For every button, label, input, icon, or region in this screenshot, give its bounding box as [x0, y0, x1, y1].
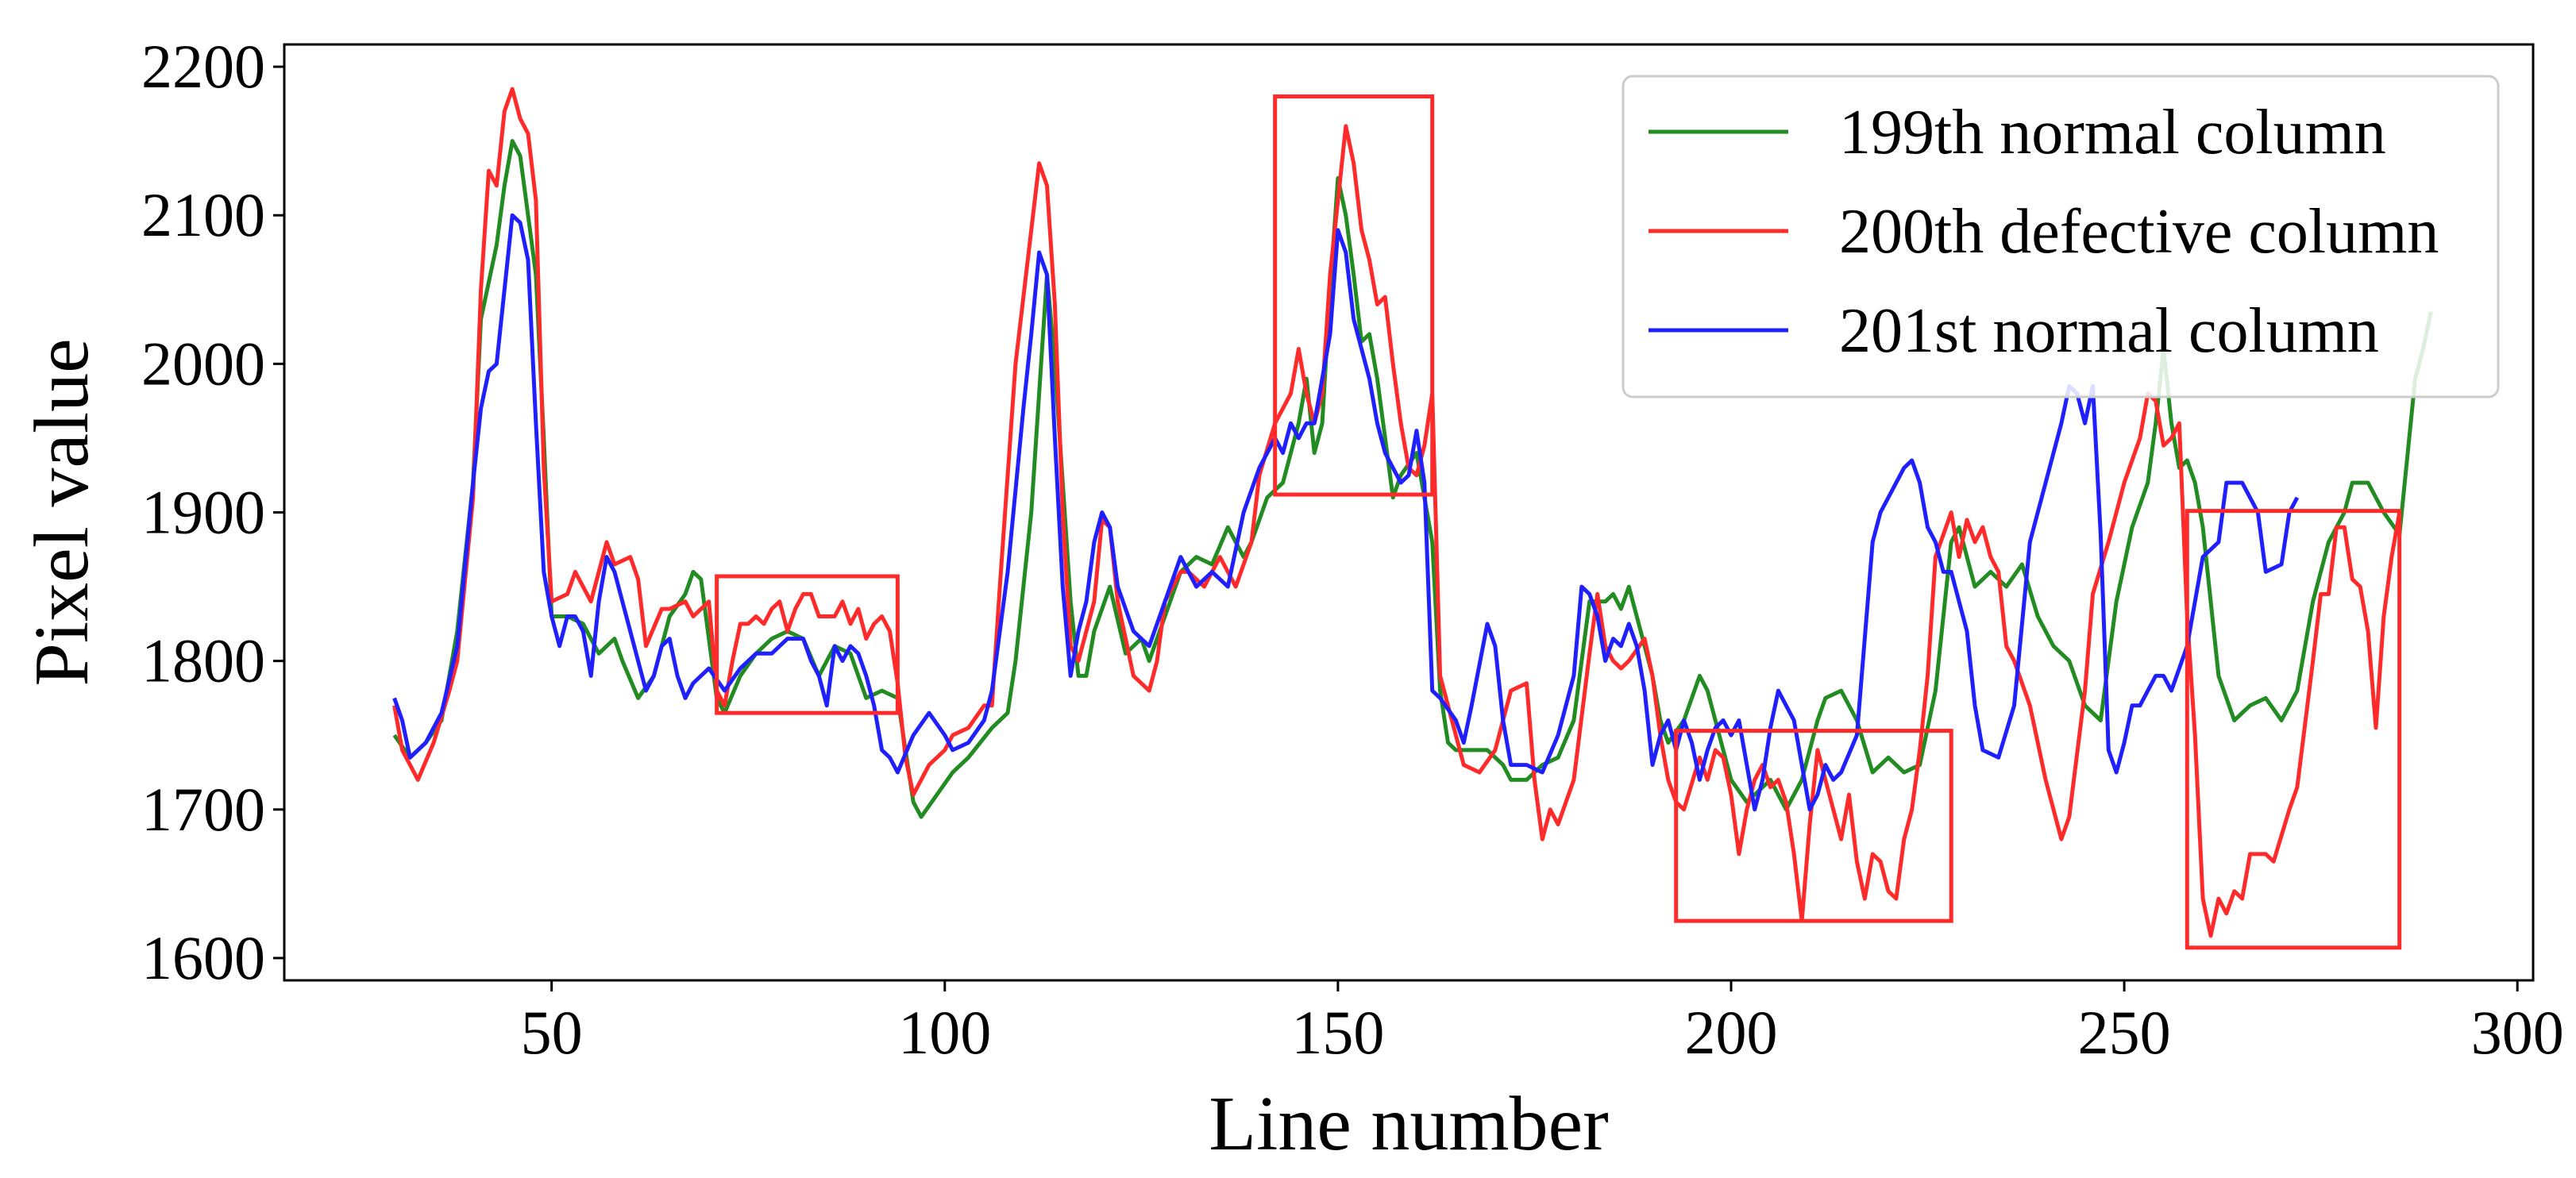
- x-tick-label: 150: [1291, 998, 1384, 1067]
- y-tick-label: 2000: [141, 329, 265, 398]
- legend: 199th normal column 200th defective colum…: [1622, 75, 2500, 398]
- x-tick-label: 100: [898, 998, 991, 1067]
- series-line-2: [392, 87, 2402, 938]
- y-tick-label: 2100: [141, 180, 265, 249]
- series-line-3: [392, 213, 2300, 812]
- legend-label-2: 200th defective column: [1839, 197, 2439, 267]
- y-axis-title: Pixel value: [19, 338, 105, 686]
- y-tick-label: 1900: [141, 478, 265, 547]
- x-axis-ticks: 50 100 150 200 250 300: [521, 980, 2564, 1067]
- legend-label-3: 201st normal column: [1839, 296, 2379, 366]
- x-tick-label: 250: [2078, 998, 2171, 1067]
- legend-box: [1622, 75, 2500, 398]
- highlight-box-4: [2185, 509, 2402, 950]
- highlight-box-3: [1674, 729, 1953, 923]
- x-axis-title: Line number: [1209, 1081, 1608, 1167]
- x-tick-label: 50: [521, 998, 583, 1067]
- y-tick-label: 1600: [141, 923, 265, 992]
- x-tick-label: 300: [2471, 998, 2564, 1067]
- legend-label-1: 199th normal column: [1839, 98, 2386, 167]
- highlight-box-2: [1273, 94, 1435, 497]
- y-axis-ticks: 1600 1700 1800 1900 2000 2100 2200: [141, 32, 284, 992]
- legend-items: 199th normal column 200th defective colum…: [1649, 98, 2439, 366]
- highlight-box-1: [715, 574, 900, 715]
- y-tick-label: 1700: [141, 775, 265, 844]
- series-layer: [392, 87, 2433, 938]
- y-tick-label: 2200: [141, 32, 265, 101]
- highlight-boxes: [715, 94, 2402, 950]
- y-tick-label: 1800: [141, 626, 265, 695]
- x-tick-label: 200: [1684, 998, 1777, 1067]
